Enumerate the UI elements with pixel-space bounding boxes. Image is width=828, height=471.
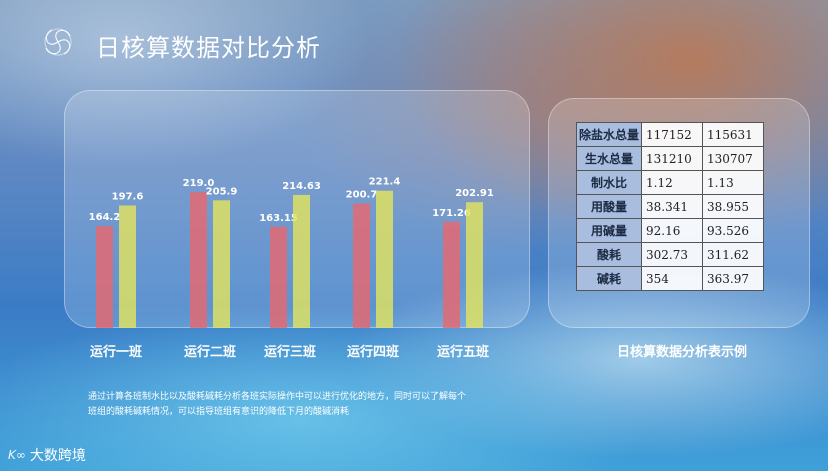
description-line: 通过计算各班制水比以及酸耗碱耗分析各班实际操作中可以进行优化的地方，同时可以了解… — [88, 392, 467, 402]
page-title: 日核算数据对比分析 — [96, 34, 321, 62]
table-row: 除盐水总量 117152 115631 — [576, 122, 764, 147]
row-header: 用碱量 — [576, 218, 642, 243]
brand-watermark: K∞ 大数跨境 — [8, 445, 86, 465]
row-header: 除盐水总量 — [576, 122, 642, 147]
table-row: 酸耗 302.73 311.62 — [576, 242, 764, 267]
table-cell: 363.97 — [702, 266, 764, 291]
data-label-4-2: 221.4 — [369, 177, 401, 188]
category-label-4: 运行四班 — [346, 345, 399, 360]
table-cell: 93.526 — [702, 218, 764, 243]
data-table: 除盐水总量 117152 115631 生水总量 131210 130707 制… — [576, 122, 764, 291]
description-text: 通过计算各班制水比以及酸耗碱耗分析各班实际操作中可以进行优化的地方，同时可以了解… — [88, 390, 518, 420]
data-label-2-2: 205.9 — [206, 186, 238, 197]
table-row: 生水总量 131210 130707 — [576, 146, 764, 171]
row-header: 生水总量 — [576, 146, 642, 171]
row-header: 酸耗 — [576, 242, 642, 267]
table-cell: 354 — [641, 266, 703, 291]
category-label-1: 运行一班 — [89, 345, 142, 360]
table-caption: 日核算数据分析表示例 — [616, 345, 747, 360]
table-cell: 38.955 — [702, 194, 764, 219]
data-label-3-1: 163.15 — [259, 213, 298, 224]
description-line: 班组的酸耗碱耗情况，可以指导班组有意识的降低下月的酸碱消耗 — [88, 407, 350, 417]
bar-4-1 — [353, 203, 370, 328]
swirl-logo-icon — [44, 28, 72, 56]
bar-5-2 — [466, 202, 483, 328]
data-label-3-2: 214.63 — [282, 181, 321, 192]
table-cell: 38.341 — [641, 194, 703, 219]
row-header: 用酸量 — [576, 194, 642, 219]
bar-2-1 — [190, 192, 207, 328]
table-cell: 117152 — [641, 122, 703, 147]
table-row: 制水比 1.12 1.13 — [576, 170, 764, 195]
data-label-5-2: 202.91 — [455, 188, 494, 199]
table-cell: 130707 — [702, 146, 764, 171]
data-label-4-1: 200.7 — [346, 190, 378, 201]
bar-1-2 — [119, 205, 136, 328]
row-header: 碱耗 — [576, 266, 642, 291]
table-cell: 131210 — [641, 146, 703, 171]
table-row: 用酸量 38.341 38.955 — [576, 194, 764, 219]
table-cell: 1.12 — [641, 170, 703, 195]
data-label-5-1: 171.26 — [432, 208, 471, 219]
table-cell: 92.16 — [641, 218, 703, 243]
bar-3-1 — [270, 226, 287, 328]
bar-4-2 — [376, 190, 393, 328]
category-label-2: 运行二班 — [183, 345, 236, 360]
category-label-5: 运行五班 — [436, 345, 489, 360]
data-label-1-1: 164.2 — [89, 212, 121, 223]
bar-1-1 — [96, 226, 113, 328]
row-header: 制水比 — [576, 170, 642, 195]
bar-2-2 — [213, 200, 230, 328]
table-cell: 115631 — [702, 122, 764, 147]
brand-text: 大数跨境 — [29, 448, 86, 464]
table-cell: 302.73 — [641, 242, 703, 267]
brand-mark: K∞ — [8, 448, 26, 462]
bar-3-2 — [293, 194, 310, 328]
category-label-3: 运行三班 — [263, 345, 316, 360]
table-row: 碱耗 354 363.97 — [576, 266, 764, 291]
table-cell: 1.13 — [702, 170, 764, 195]
data-label-1-2: 197.6 — [112, 191, 144, 202]
table-row: 用碱量 92.16 93.526 — [576, 218, 764, 243]
bar-5-1 — [443, 221, 460, 328]
data-label-2-1: 219.0 — [183, 178, 215, 189]
table-cell: 311.62 — [702, 242, 764, 267]
